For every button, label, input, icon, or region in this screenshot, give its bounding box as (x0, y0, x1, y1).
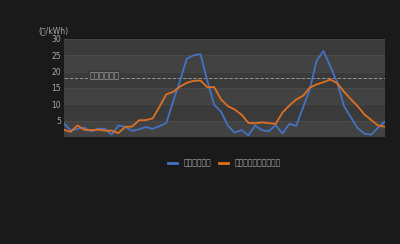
Bar (64, 121, 385, 137)
Text: スポット価格: スポット価格 (90, 72, 120, 81)
Bar (64, 71, 385, 88)
Legend: スポット価格, スポット価格（前日）: スポット価格, スポット価格（前日） (165, 155, 284, 171)
Text: (円/kWh): (円/kWh) (38, 26, 68, 35)
Bar (64, 39, 385, 55)
Bar (64, 55, 385, 71)
Bar (64, 88, 385, 104)
Bar (64, 104, 385, 121)
